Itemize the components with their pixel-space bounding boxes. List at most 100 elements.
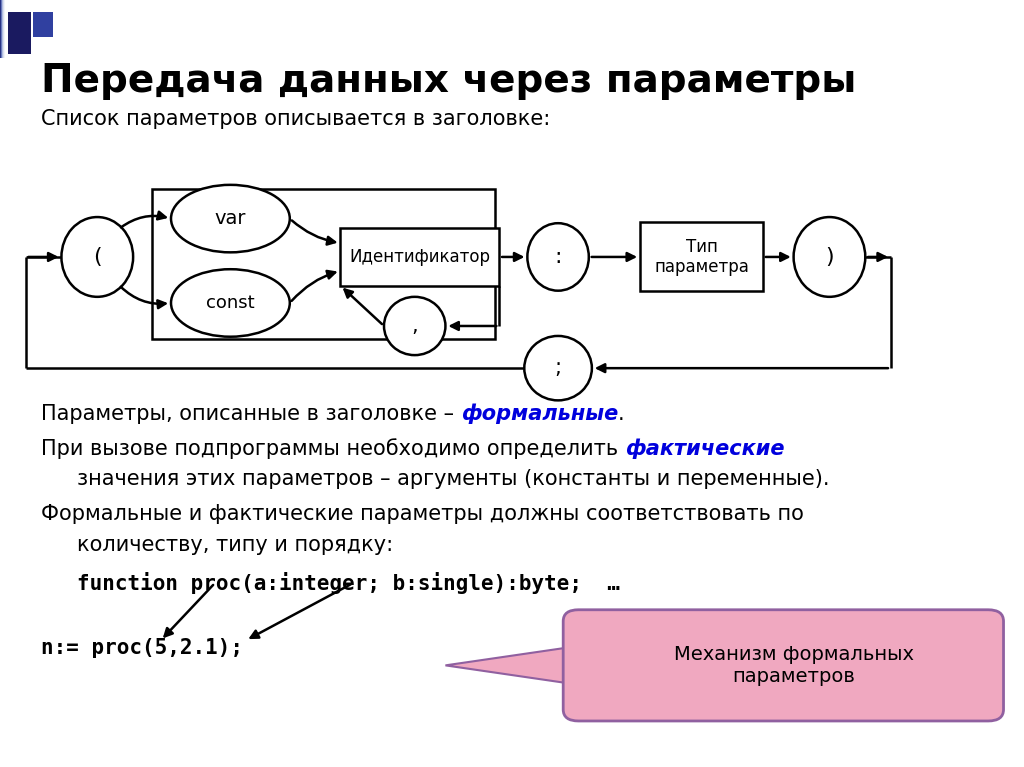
Bar [5, 0, 10, 58]
Text: формальные: формальные [461, 404, 617, 424]
Bar [3, 0, 8, 58]
Bar [0, 0, 5, 58]
Bar [0, 0, 5, 58]
Bar [4, 0, 9, 58]
Ellipse shape [524, 336, 592, 400]
Ellipse shape [794, 217, 865, 297]
Text: Тип
параметра: Тип параметра [654, 238, 749, 276]
Bar [5, 0, 10, 58]
Bar [1, 0, 6, 58]
Bar [2, 0, 7, 58]
Bar [3, 0, 8, 58]
Bar [4, 0, 9, 58]
Bar [1, 0, 6, 58]
Bar [2, 0, 8, 58]
Bar [5, 0, 10, 58]
Bar [2, 0, 7, 58]
Bar [4, 0, 9, 58]
Bar [2, 0, 7, 58]
Bar [2, 0, 7, 58]
Bar [3, 0, 8, 58]
Bar [4, 0, 9, 58]
Bar [4, 0, 9, 58]
Bar [0, 0, 5, 58]
Bar [2, 0, 7, 58]
Bar [2, 0, 7, 58]
Bar [1, 0, 6, 58]
Bar [3, 0, 8, 58]
Bar [0, 0, 5, 58]
Text: const: const [206, 294, 255, 312]
Bar [2, 0, 7, 58]
Bar [5, 0, 10, 58]
Bar [3, 0, 8, 58]
Bar [4, 0, 9, 58]
Bar [2, 0, 7, 58]
Bar [1, 0, 6, 58]
Bar [3, 0, 8, 58]
Bar [1, 0, 6, 58]
Bar [3, 0, 8, 58]
Bar [4, 0, 9, 58]
Text: (: ( [93, 247, 101, 267]
Bar [1, 0, 6, 58]
Bar [3, 0, 8, 58]
Bar [3, 0, 8, 58]
Bar [2, 0, 7, 58]
Text: .: . [617, 404, 625, 424]
Bar [2, 0, 7, 58]
Bar [3, 0, 8, 58]
Bar [4, 0, 9, 58]
Text: Список параметров описывается в заголовке:: Список параметров описывается в заголовк… [41, 109, 550, 129]
Bar [0, 0, 5, 58]
Bar [4, 0, 9, 58]
Bar [3, 0, 8, 58]
Bar [2, 0, 7, 58]
Bar [0, 0, 5, 58]
Bar [1, 0, 6, 58]
Text: function proc(a:integer; b:single):byte;  …: function proc(a:integer; b:single):byte;… [77, 572, 620, 594]
Bar [5, 0, 10, 58]
Bar [4, 0, 9, 58]
Bar [3, 0, 8, 58]
Bar [1, 0, 6, 58]
Bar [2, 0, 7, 58]
Bar [3, 0, 8, 58]
Bar [3, 0, 8, 58]
Text: Формальные и фактические параметры должны соответствовать по: Формальные и фактические параметры должн… [41, 504, 804, 524]
Bar [3, 0, 8, 58]
Text: значения этих параметров – аргументы (константы и переменные).: значения этих параметров – аргументы (ко… [77, 469, 829, 489]
Bar [3, 0, 8, 58]
Bar [0, 0, 5, 58]
FancyBboxPatch shape [563, 610, 1004, 721]
Bar [1, 0, 6, 58]
Bar [4, 0, 9, 58]
Bar [0, 0, 5, 58]
Bar [2, 0, 7, 58]
Bar [1, 0, 6, 58]
Bar [5, 0, 10, 58]
Bar [2, 0, 7, 58]
Bar [4, 0, 9, 58]
Bar [1, 0, 6, 58]
Bar [4, 0, 9, 58]
Bar [1, 0, 6, 58]
Bar [2, 0, 7, 58]
Bar [4, 0, 9, 58]
Bar [2, 0, 7, 58]
Bar [3, 0, 8, 58]
Bar [4, 0, 9, 58]
Bar [2, 0, 7, 58]
Bar [3, 0, 8, 58]
Bar [4, 0, 9, 58]
Bar [5, 0, 10, 58]
Text: Параметры, описанные в заголовке –: Параметры, описанные в заголовке – [41, 404, 461, 424]
Bar [5, 0, 10, 58]
Bar [3, 0, 8, 58]
Bar [0, 0, 5, 58]
Bar [3, 0, 8, 58]
Bar [1, 0, 6, 58]
Bar [2, 0, 7, 58]
Bar [4, 0, 9, 58]
Bar [2, 0, 7, 58]
